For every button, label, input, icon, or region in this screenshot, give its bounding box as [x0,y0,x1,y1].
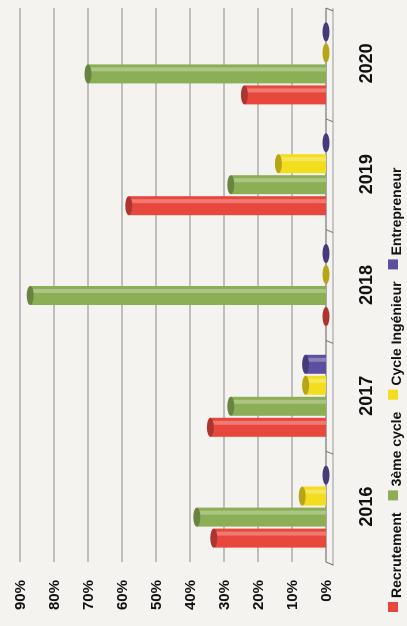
bar-cap [125,196,133,216]
bar-highlight [30,289,326,293]
bar-cap [322,465,330,485]
bar-highlight [210,420,326,425]
tick-label: 40% [182,580,199,610]
tick-labels: 0% 10% 20% 30% 40% 50% 60% 70% 80% 90% [12,580,335,610]
bar-cap [298,486,306,506]
legend-swatch [388,602,398,612]
category-tick [325,118,334,123]
tick-label: 10% [284,580,301,610]
bar-cap [322,43,330,63]
bar-highlight [128,199,326,204]
legend-label: Recrutement [388,512,404,598]
bar-cap [322,244,330,263]
bar-cap [206,417,214,437]
bar-cap [322,22,330,42]
tick-label: 20% [250,580,267,610]
legend-label: Cycle Ingénieur [388,281,404,386]
bar-cap [227,175,235,195]
bar-highlight [230,178,326,183]
category-labels: 2016 2017 2018 2019 2020 [356,43,376,526]
bar-highlight [244,88,326,93]
bar-highlight [88,67,326,72]
tick-label: 30% [216,580,233,610]
bar-cap [322,307,330,326]
legend: Recrutement 3ème cycle Cycle Ingénieur Entr… [388,167,404,612]
bar [230,175,326,195]
bar-cap [322,133,330,153]
bar [196,507,326,527]
bar [210,417,326,437]
bar [278,154,326,174]
legend-label: Entrepreneur [388,167,404,255]
category-tick [325,561,334,566]
bar [244,85,326,105]
bar-highlight [230,399,326,404]
bar-cap [193,507,201,527]
legend-label: 3ème cycle [388,411,404,486]
tick-label: 90% [12,580,29,610]
bar-highlight [302,489,326,494]
category-tick [325,7,334,12]
bar [213,528,326,548]
category-label: 2020 [356,43,376,83]
bar-cap [210,528,218,548]
category-label: 2018 [356,265,376,305]
bar [88,64,326,84]
tick-label: 50% [148,580,165,610]
category-label: 2016 [356,487,376,527]
tick-label: 80% [46,580,63,610]
bars-group [26,22,330,548]
tick-label: 70% [80,580,97,610]
category-tick [325,229,334,234]
bar-cap [26,286,34,305]
tick-label: 0% [318,580,335,602]
category-tick [325,339,334,344]
tick-label: 60% [114,580,131,610]
category-label: 2017 [356,376,376,416]
bar-highlight [278,157,326,162]
category-tick [325,450,334,455]
bar-highlight [213,531,326,536]
bar-highlight [305,357,326,362]
bar-cap [84,64,92,84]
legend-swatch [388,490,398,501]
bar-cap [302,375,310,395]
bar-highlight [196,510,326,515]
bar-cap [302,354,310,374]
bar [128,196,326,216]
bar-cap [240,85,248,105]
bar-highlight [305,378,326,383]
category-label: 2019 [356,154,376,194]
bar [302,486,326,506]
legend-swatch [388,259,398,270]
bar [230,396,326,416]
bar-cap [227,396,235,416]
bar-cap [274,154,282,174]
bar-cap [322,265,330,284]
legend-swatch [388,389,398,400]
bar [30,286,326,305]
